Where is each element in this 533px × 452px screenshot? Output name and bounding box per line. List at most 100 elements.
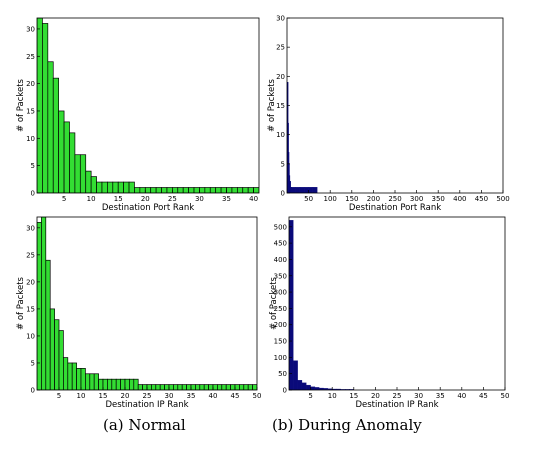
bar bbox=[293, 360, 298, 390]
bar bbox=[295, 187, 301, 193]
y-tick-label: 150 bbox=[274, 338, 287, 346]
y-tick-label: 20 bbox=[26, 80, 35, 88]
bar bbox=[247, 187, 254, 193]
bar bbox=[41, 217, 47, 390]
bar bbox=[181, 384, 187, 390]
x-axis-label: Destination IP Rank bbox=[355, 400, 438, 410]
bar bbox=[312, 187, 318, 193]
bar bbox=[54, 319, 60, 390]
axes-frame bbox=[286, 17, 504, 194]
x-tick-label: 10 bbox=[328, 392, 337, 400]
bar bbox=[120, 378, 126, 390]
chart-anomaly-port: 50 100 150 200 250 300 350 400 450 500 0 5 10 15 20 25 3… bbox=[267, 15, 510, 214]
bars bbox=[287, 82, 318, 193]
bar bbox=[220, 187, 227, 193]
bar bbox=[188, 187, 195, 193]
y-tick-label: 10 bbox=[26, 332, 35, 340]
bar bbox=[289, 220, 294, 390]
x-tick-label: 30 bbox=[165, 392, 174, 400]
x-tick-label: 25 bbox=[143, 392, 152, 400]
x-tick-label: 300 bbox=[410, 195, 423, 203]
x-tick-label: 35 bbox=[187, 392, 196, 400]
bar bbox=[308, 187, 314, 193]
bar bbox=[172, 187, 179, 193]
x-tick-label: 15 bbox=[349, 392, 358, 400]
bar bbox=[96, 181, 103, 193]
bar bbox=[212, 384, 218, 390]
y-tick-label: 30 bbox=[276, 15, 285, 23]
y-tick-label: 250 bbox=[274, 305, 287, 313]
bar bbox=[161, 187, 168, 193]
y-tick-label: 25 bbox=[26, 53, 35, 61]
bar bbox=[299, 187, 305, 193]
bar bbox=[291, 187, 296, 193]
x-tick-label: 100 bbox=[324, 195, 337, 203]
bar bbox=[98, 378, 104, 390]
y-tick-label: 300 bbox=[274, 289, 287, 297]
y-tick-label: 0 bbox=[31, 190, 35, 198]
y-tick-label: 50 bbox=[278, 370, 287, 378]
x-tick-label: 350 bbox=[432, 195, 445, 203]
bar bbox=[49, 308, 55, 390]
bar bbox=[230, 384, 236, 390]
y-tick-label: 10 bbox=[26, 135, 35, 143]
y-tick-label: 15 bbox=[26, 107, 35, 115]
bar bbox=[124, 378, 130, 390]
x-tick-label: 20 bbox=[121, 392, 130, 400]
bar bbox=[297, 380, 303, 390]
bar bbox=[150, 187, 157, 193]
bar bbox=[247, 384, 253, 390]
y-tick-label: 20 bbox=[26, 278, 35, 286]
bar bbox=[142, 384, 148, 390]
bar bbox=[190, 384, 196, 390]
bar bbox=[63, 121, 70, 193]
bar bbox=[117, 181, 124, 193]
bar bbox=[306, 384, 311, 390]
bar bbox=[215, 187, 222, 193]
x-tick-label: 30 bbox=[414, 392, 423, 400]
bar bbox=[90, 176, 97, 193]
bar bbox=[123, 181, 130, 193]
bar bbox=[234, 384, 240, 390]
y-tick-label: 200 bbox=[274, 321, 287, 329]
bar bbox=[76, 368, 82, 390]
bar bbox=[168, 384, 174, 390]
bar bbox=[177, 187, 184, 193]
caption-normal: (a) Normal bbox=[103, 416, 186, 434]
bar bbox=[37, 18, 43, 193]
y-tick-label: 15 bbox=[276, 102, 285, 110]
x-tick-label: 15 bbox=[99, 392, 108, 400]
x-tick-label: 35 bbox=[436, 392, 445, 400]
bar bbox=[47, 61, 54, 193]
y-tick-label: 5 bbox=[31, 359, 35, 367]
bar bbox=[85, 373, 91, 390]
x-tick-label: 45 bbox=[231, 392, 240, 400]
bar bbox=[301, 382, 307, 390]
bar bbox=[221, 384, 227, 390]
y-tick-label: 30 bbox=[26, 25, 35, 33]
bar bbox=[137, 384, 143, 390]
y-tick-label: 500 bbox=[274, 223, 287, 231]
x-tick-label: 40 bbox=[457, 392, 466, 400]
bar bbox=[239, 384, 245, 390]
caption-anomaly: (b) During Anomaly bbox=[272, 416, 422, 434]
chart-normal-ip: 5 10 15 20 25 30 35 40 45 50051015202530Destinati… bbox=[16, 216, 262, 410]
bar bbox=[112, 181, 119, 193]
x-tick-label: 400 bbox=[453, 195, 466, 203]
x-tick-label: 20 bbox=[371, 392, 380, 400]
x-tick-label: 50 bbox=[304, 195, 313, 203]
bar bbox=[52, 77, 60, 193]
y-axis-label: # of Packets bbox=[16, 78, 26, 132]
bar bbox=[226, 187, 233, 193]
x-tick-label: 500 bbox=[496, 195, 509, 203]
bar bbox=[80, 368, 86, 390]
x-tick-label: 5 bbox=[62, 195, 66, 203]
x-tick-label: 50 bbox=[253, 392, 262, 400]
bar bbox=[129, 378, 135, 390]
y-tick-label: 15 bbox=[26, 305, 35, 313]
bar bbox=[146, 384, 152, 390]
x-tick-label: 30 bbox=[195, 195, 204, 203]
y-tick-label: 30 bbox=[26, 224, 35, 232]
bar bbox=[253, 187, 259, 193]
bar bbox=[63, 357, 69, 390]
